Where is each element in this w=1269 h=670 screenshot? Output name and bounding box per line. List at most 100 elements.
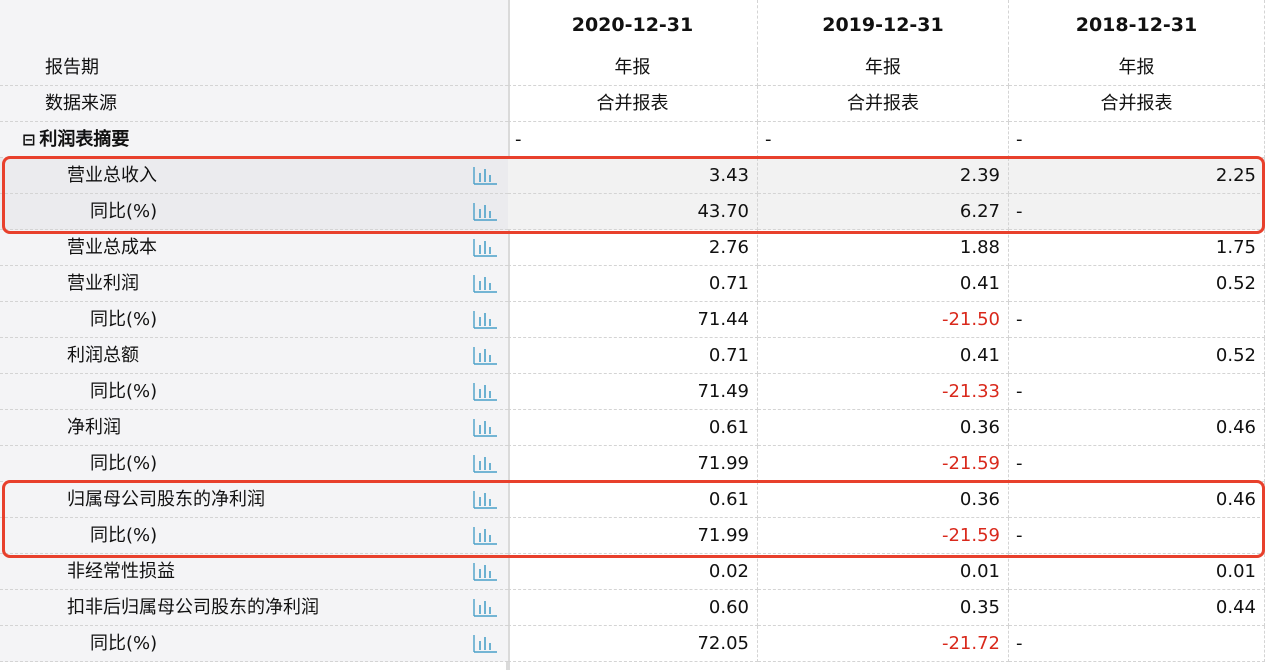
table-cell: -: [758, 122, 1009, 158]
table-cell: -: [1009, 194, 1265, 230]
row-label: 营业总成本: [67, 237, 157, 258]
row-label-cell: 扣非后归属母公司股东的净利润: [0, 590, 508, 626]
bar-chart-icon[interactable]: [473, 491, 497, 509]
data-source-row: 数据来源 合并报表 合并报表 合并报表: [0, 86, 1269, 122]
table-cell: 6.27: [758, 194, 1009, 230]
table-cell: 71.99: [508, 446, 758, 482]
bar-chart-icon[interactable]: [473, 275, 497, 293]
table-cell: 0.52: [1009, 266, 1265, 302]
bar-chart-icon[interactable]: [473, 311, 497, 329]
row-label-cell: 净利润: [0, 410, 508, 446]
table-cell: 0.46: [1009, 410, 1265, 446]
table-row: 同比(%) 43.70 6.27-: [0, 194, 1269, 230]
row-label: 非经常性损益: [67, 561, 175, 582]
section-row: ⊟ 利润表摘要 - - -: [0, 122, 1269, 158]
row-label-cell: 利润总额: [0, 338, 508, 374]
table-cell: -: [1009, 446, 1265, 482]
table-cell: 合并报表: [758, 86, 1009, 122]
table-cell: 0.36: [758, 410, 1009, 446]
table-cell: 合并报表: [508, 86, 758, 122]
table-row: 非经常性损益 0.02 0.01 0.01: [0, 554, 1269, 590]
table-cell: 0.52: [1009, 338, 1265, 374]
table-cell: 0.44: [1009, 590, 1265, 626]
table-cell: 0.46: [1009, 482, 1265, 518]
row-label-cell: 营业总成本: [0, 230, 508, 266]
row-label-cell: 同比(%): [0, 374, 508, 410]
table-cell: 1.88: [758, 230, 1009, 266]
table-cell: 1.75: [1009, 230, 1265, 266]
table-cell: 71.49: [508, 374, 758, 410]
table-cell: -: [508, 122, 758, 158]
period-header[interactable]: 2020-12-31: [508, 0, 758, 50]
row-label: 利润总额: [67, 345, 139, 366]
table-cell: 0.36: [758, 482, 1009, 518]
table-cell: 71.99: [508, 518, 758, 554]
bar-chart-icon[interactable]: [473, 239, 497, 257]
section-label-cell: ⊟ 利润表摘要: [0, 122, 508, 158]
bar-chart-icon[interactable]: [473, 419, 497, 437]
table-header-row: 2020-12-31 2019-12-31 2018-12-31: [0, 0, 1269, 50]
table-row: 同比(%) 71.44 -21.50-: [0, 302, 1269, 338]
table-row: 归属母公司股东的净利润 0.61 0.36 0.46: [0, 482, 1269, 518]
table-cell: 0.61: [508, 482, 758, 518]
header-corner: [0, 0, 508, 50]
table-cell: -21.59: [758, 518, 1009, 554]
row-label: 数据来源: [45, 93, 117, 114]
row-label-cell: 营业利润: [0, 266, 508, 302]
period-header[interactable]: 2018-12-31: [1009, 0, 1265, 50]
table-cell: 年报: [508, 50, 758, 86]
bar-chart-icon[interactable]: [473, 167, 497, 185]
table-row: 营业总收入 3.43 2.39 2.25: [0, 158, 1269, 194]
bar-chart-icon[interactable]: [473, 563, 497, 581]
row-label: 扣非后归属母公司股东的净利润: [67, 597, 319, 618]
table-cell: 0.60: [508, 590, 758, 626]
table-row: 同比(%) 72.05 -21.72-: [0, 626, 1269, 662]
table-cell: -: [1009, 518, 1265, 554]
collapse-toggle-icon[interactable]: ⊟: [22, 130, 36, 149]
section-title: 利润表摘要: [39, 129, 130, 150]
row-label: 同比(%): [90, 453, 158, 474]
table-cell: 0.02: [508, 554, 758, 590]
bar-chart-icon[interactable]: [473, 203, 497, 221]
bar-chart-icon[interactable]: [473, 383, 497, 401]
table-cell: 3.43: [508, 158, 758, 194]
bar-chart-icon[interactable]: [473, 455, 497, 473]
table-cell: 年报: [1009, 50, 1265, 86]
bar-chart-icon[interactable]: [473, 599, 497, 617]
table-cell: 0.71: [508, 266, 758, 302]
table-cell: 年报: [758, 50, 1009, 86]
table-cell: -: [1009, 302, 1265, 338]
table-row: 扣非后归属母公司股东的净利润 0.60 0.35 0.44: [0, 590, 1269, 626]
table-cell: 43.70: [508, 194, 758, 230]
row-label-cell: 同比(%): [0, 518, 508, 554]
section-title-wrap: ⊟ 利润表摘要: [22, 122, 129, 158]
row-label-cell: 同比(%): [0, 302, 508, 338]
table-cell: 0.41: [758, 266, 1009, 302]
bar-chart-icon[interactable]: [473, 635, 497, 653]
row-label-cell: 同比(%): [0, 194, 508, 230]
table-cell: -: [1009, 374, 1265, 410]
row-label: 同比(%): [90, 633, 158, 654]
table-cell: 合并报表: [1009, 86, 1265, 122]
period-header[interactable]: 2019-12-31: [758, 0, 1009, 50]
table-cell: -21.59: [758, 446, 1009, 482]
table-cell: 2.25: [1009, 158, 1265, 194]
row-label: 同比(%): [90, 525, 158, 546]
table-cell: 72.05: [508, 626, 758, 662]
row-label: 净利润: [67, 417, 121, 438]
row-label-cell: 同比(%): [0, 626, 508, 662]
bar-chart-icon[interactable]: [473, 527, 497, 545]
bar-chart-icon[interactable]: [473, 347, 497, 365]
row-label-cell: 营业总收入: [0, 158, 508, 194]
table-cell: -21.72: [758, 626, 1009, 662]
table-cell: 0.01: [758, 554, 1009, 590]
table-cell: 2.76: [508, 230, 758, 266]
row-label: 营业利润: [67, 273, 139, 294]
table-cell: 0.61: [508, 410, 758, 446]
table-cell: -21.33: [758, 374, 1009, 410]
row-label: 同比(%): [90, 381, 158, 402]
row-label-cell: 非经常性损益: [0, 554, 508, 590]
row-label-cell: 报告期: [0, 50, 508, 86]
column-divider[interactable]: [506, 0, 510, 670]
table-cell: 0.41: [758, 338, 1009, 374]
